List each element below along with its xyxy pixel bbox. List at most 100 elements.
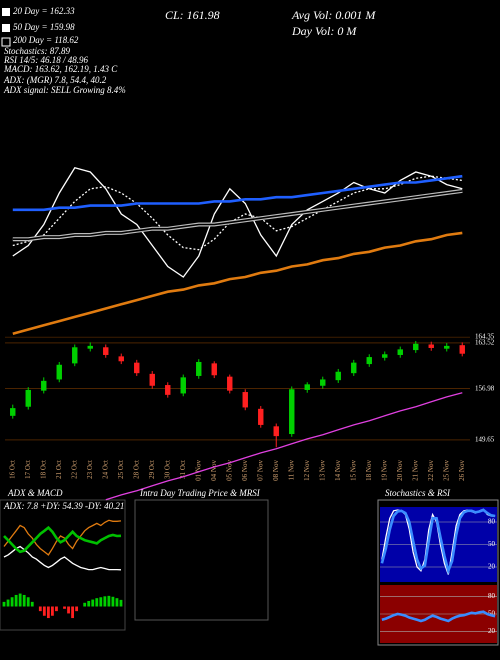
candle-body xyxy=(196,361,202,376)
x-tick-label: 21 Oct xyxy=(55,460,63,479)
x-tick-label: 07 Nov xyxy=(256,460,264,481)
panel-subtitle: ADX: 7.8 +DY: 54.39 -DY: 40.21 xyxy=(3,501,124,511)
candle-body xyxy=(227,376,233,391)
candle-body xyxy=(351,362,357,374)
x-tick-label: 20 Nov xyxy=(396,460,404,481)
candle-body xyxy=(366,357,372,365)
candle-body xyxy=(273,426,279,437)
histogram-bar xyxy=(26,597,30,607)
header-line: 50 Day = 159.98 xyxy=(13,22,75,32)
candle-body xyxy=(103,347,109,355)
histogram-bar xyxy=(42,606,46,616)
panel-frame xyxy=(0,499,126,631)
y-tick-label: 20 xyxy=(488,563,496,571)
panel-title: Intra Day Trading Price & MRSI xyxy=(139,488,261,498)
header-line: MACD: 163.62, 162.19, 1.43 C xyxy=(3,64,118,74)
x-tick-label: 19 Nov xyxy=(380,460,388,481)
candle-body xyxy=(382,354,388,358)
histogram-bar xyxy=(99,597,103,607)
x-tick-label: 24 Oct xyxy=(101,460,109,479)
line-series xyxy=(105,392,463,501)
candle-body xyxy=(304,384,310,390)
candle-body xyxy=(72,347,78,364)
histogram-bar xyxy=(111,596,115,607)
histogram-bar xyxy=(6,599,10,607)
x-tick-label: 16 Oct xyxy=(8,460,16,479)
histogram-bar xyxy=(75,606,79,612)
candle-body xyxy=(87,345,93,349)
x-tick-label: 25 Oct xyxy=(117,460,125,479)
histogram-bar xyxy=(115,598,119,607)
candle-body xyxy=(56,364,62,380)
candle-body xyxy=(335,371,341,381)
histogram-bar xyxy=(119,599,123,607)
line-series xyxy=(12,190,463,240)
candle-body xyxy=(180,377,186,394)
candle-body xyxy=(211,363,217,376)
x-tick-label: 23 Oct xyxy=(86,460,94,479)
candle-body xyxy=(428,344,434,348)
panel-frame xyxy=(377,499,499,646)
day-vol: Day Vol: 0 M xyxy=(291,24,357,38)
panel-frame xyxy=(134,499,269,621)
candle-body xyxy=(149,373,155,386)
line-series xyxy=(380,508,496,576)
histogram-bar xyxy=(71,606,74,619)
x-tick-label: 01 Nov xyxy=(194,460,202,481)
x-tick-label: 28 Oct xyxy=(132,460,140,479)
candle-body xyxy=(413,343,419,351)
header-line: 20 Day = 162.33 xyxy=(13,6,75,16)
histogram-bar xyxy=(83,602,87,607)
candle-body xyxy=(25,389,31,407)
line-series xyxy=(3,545,122,571)
y-tick-label: 50 xyxy=(488,540,496,548)
x-tick-label: 15 Nov xyxy=(349,460,357,481)
histogram-bar xyxy=(55,606,58,612)
y-tick-label: 20 xyxy=(488,627,496,635)
histogram-bar xyxy=(51,606,54,616)
histogram-bar xyxy=(14,594,18,607)
legend-box xyxy=(1,37,11,47)
histogram-bar xyxy=(91,599,95,607)
histogram-bar xyxy=(63,606,66,609)
candle-body xyxy=(459,345,465,354)
x-tick-label: 13 Nov xyxy=(318,460,326,481)
candle-body xyxy=(118,356,124,362)
candle-body xyxy=(397,349,403,355)
y-tick-label: 80 xyxy=(488,518,496,526)
candle-body xyxy=(444,345,450,349)
y-tick-label: 80 xyxy=(488,592,496,600)
x-tick-label: 30 Oct xyxy=(163,460,171,479)
candle-body xyxy=(242,392,248,408)
line-series xyxy=(3,525,122,554)
line-series xyxy=(12,167,463,278)
y-tick-label: 156.98 xyxy=(475,384,495,392)
legend-box xyxy=(2,8,10,16)
header-line: 200 Day = 118.62 xyxy=(13,35,79,45)
y-tick-label: 50 xyxy=(488,610,496,618)
candle-body xyxy=(41,380,47,391)
histogram-bar xyxy=(67,606,70,614)
line-series xyxy=(12,174,463,212)
histogram-bar xyxy=(30,601,34,607)
x-tick-label: 05 Nov xyxy=(225,460,233,481)
line-series xyxy=(12,231,463,335)
x-tick-label: 31 Oct xyxy=(179,460,187,479)
histogram-bar xyxy=(95,598,99,607)
histogram-bar xyxy=(38,606,42,612)
header-line: Stochastics: 87.89 xyxy=(4,46,70,56)
candle-body xyxy=(258,408,264,425)
histogram-bar xyxy=(18,593,22,607)
panel-title: Stochastics & RSI xyxy=(385,488,451,498)
x-tick-label: 21 Nov xyxy=(411,460,419,481)
panel-title: ADX & MACD xyxy=(7,488,63,498)
close-label: CL: 161.98 xyxy=(165,8,220,22)
x-tick-label: 08 Nov xyxy=(272,460,280,481)
x-tick-label: 12 Nov xyxy=(303,460,311,481)
y-tick-label: 164.35 xyxy=(475,333,495,341)
header-line: ADX: (MGR) 7.8, 54.4, 40.2 xyxy=(3,75,107,85)
x-tick-label: 17 Oct xyxy=(24,460,32,479)
line-series xyxy=(3,519,122,556)
header-line: ADX signal: SELL Growing 8.4% xyxy=(3,85,126,95)
